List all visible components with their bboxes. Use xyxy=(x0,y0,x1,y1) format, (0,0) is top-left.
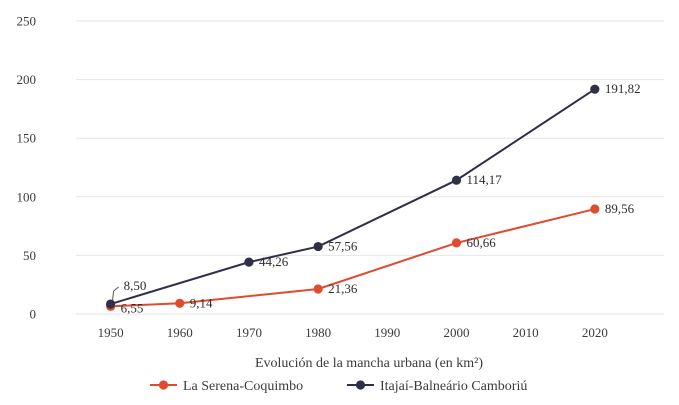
y-tick-label: 250 xyxy=(17,14,37,29)
legend-item: Itajaí-Balneário Camboriú xyxy=(347,379,527,394)
data-label: 6,55 xyxy=(121,300,144,315)
data-label: 60,66 xyxy=(466,235,496,250)
series-itajai-balneario-camboriu: 8,50 44,26 57,56 114,17 191,82 xyxy=(105,81,641,309)
y-tick-label: 0 xyxy=(30,307,37,322)
data-point xyxy=(244,257,254,267)
data-point xyxy=(590,204,600,214)
legend-label: La Serena-Coquimbo xyxy=(183,379,303,394)
label-leader-line xyxy=(113,286,119,292)
data-label: 114,17 xyxy=(466,172,502,187)
grid-lines xyxy=(76,20,664,315)
data-label: 8,50 xyxy=(124,278,147,293)
y-tick-label: 50 xyxy=(23,248,36,263)
y-tick-label: 200 xyxy=(17,72,37,87)
legend-marker xyxy=(158,380,169,390)
series-layer: 6,55 9,14 21,36 60,66 89,56 8,50 44,26 57,56 114… xyxy=(105,81,641,315)
legend-label: Itajaí-Balneário Camboriú xyxy=(380,379,527,394)
x-axis-ticks: 1950 1960 1970 1980 1990 2000 2010 2020 xyxy=(98,325,608,340)
x-tick-label: 1970 xyxy=(236,325,262,340)
data-label: 9,14 xyxy=(190,295,213,310)
x-tick-label: 1950 xyxy=(98,325,124,340)
x-tick-label: 2010 xyxy=(513,325,539,340)
data-label: 191,82 xyxy=(605,81,641,96)
data-point xyxy=(105,299,116,309)
data-point xyxy=(313,241,323,252)
data-label: 44,26 xyxy=(259,254,289,269)
x-tick-label: 2000 xyxy=(443,325,469,340)
x-tick-label: 1980 xyxy=(305,325,331,340)
data-point xyxy=(313,284,323,294)
data-point xyxy=(590,84,600,94)
x-tick-label: 2020 xyxy=(582,325,608,340)
y-tick-label: 100 xyxy=(17,189,37,204)
data-point xyxy=(175,298,185,308)
data-point xyxy=(451,175,462,185)
series-la-serena-coquimbo: 6,55 9,14 21,36 60,66 89,56 xyxy=(105,201,635,315)
x-tick-label: 1960 xyxy=(167,325,193,340)
legend-marker xyxy=(355,380,366,390)
legend-item: La Serena-Coquimbo xyxy=(150,379,303,394)
data-label: 57,56 xyxy=(328,239,358,254)
x-tick-label: 1990 xyxy=(374,325,400,340)
legend: La Serena-Coquimbo Itajaí-Balneário Cambo… xyxy=(150,379,527,394)
label-leader-line xyxy=(112,290,115,301)
data-label: 89,56 xyxy=(605,201,635,216)
y-tick-label: 150 xyxy=(17,131,37,146)
y-axis-ticks: 0 50 100 150 200 250 xyxy=(17,14,37,322)
data-label: 21,36 xyxy=(328,281,358,296)
data-point xyxy=(451,238,462,248)
x-axis-title: Evolución de la mancha urbana (en km²) xyxy=(255,356,483,371)
